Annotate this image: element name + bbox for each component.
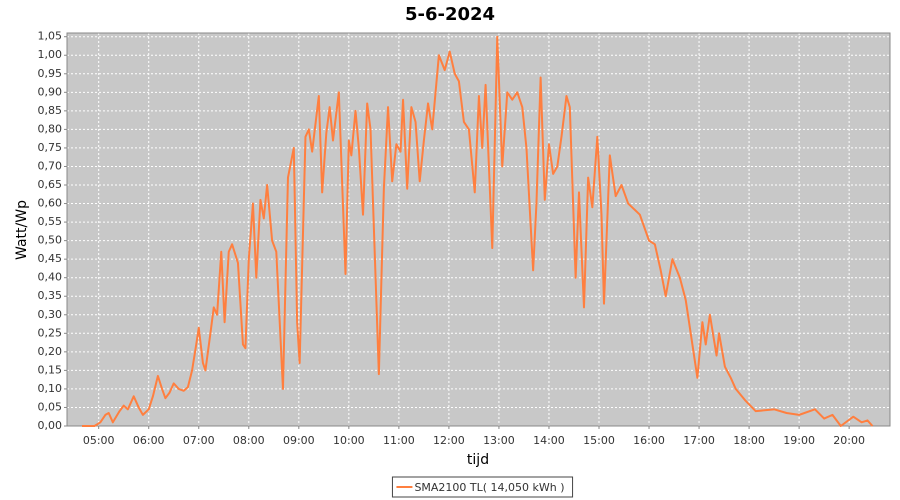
plot-area — [67, 33, 890, 426]
y-tick-label: 0,50 — [38, 234, 63, 247]
x-tick-label: 10:00 — [333, 434, 365, 447]
x-tick-label: 08:00 — [233, 434, 265, 447]
y-tick-label: 0,60 — [38, 197, 63, 210]
y-tick-label: 0,40 — [38, 271, 63, 284]
x-axis-label: tijd — [467, 452, 489, 468]
x-tick-label: 19:00 — [783, 434, 815, 447]
y-tick-label: 0,25 — [38, 326, 63, 339]
y-tick-label: 0,20 — [38, 345, 63, 358]
y-tick-label: 0,15 — [38, 363, 63, 376]
y-tick-label: 1,05 — [38, 30, 63, 43]
x-tick-label: 13:00 — [483, 434, 515, 447]
y-tick-label: 0,65 — [38, 178, 63, 191]
legend: SMA2100 TL( 14,050 kWh ) — [391, 476, 574, 498]
x-tick-label: 11:00 — [383, 434, 415, 447]
x-tick-label: 18:00 — [733, 434, 765, 447]
y-tick-label: 0,30 — [38, 308, 63, 321]
y-tick-label: 0,10 — [38, 382, 63, 395]
y-axis-label: Watt/Wp — [14, 200, 30, 260]
y-tick-label: 0,95 — [38, 67, 63, 80]
y-tick-label: 0,55 — [38, 215, 63, 228]
legend-label: SMA2100 TL( 14,050 kWh ) — [414, 481, 564, 494]
x-tick-label: 20:00 — [833, 434, 865, 447]
y-tick-label: 0,00 — [38, 419, 63, 432]
x-tick-label: 06:00 — [133, 434, 165, 447]
x-tick-label: 16:00 — [633, 434, 665, 447]
y-tick-label: 0,85 — [38, 104, 63, 117]
x-tick-label: 09:00 — [283, 434, 315, 447]
x-tick-label: 05:00 — [83, 434, 115, 447]
x-tick-label: 14:00 — [533, 434, 565, 447]
y-tick-label: 0,90 — [38, 85, 63, 98]
y-tick-label: 0,70 — [38, 159, 63, 172]
y-tick-label: 0,80 — [38, 122, 63, 135]
x-tick-label: 07:00 — [183, 434, 215, 447]
y-tick-label: 0,75 — [38, 141, 63, 154]
chart-title: 5-6-2024 — [405, 4, 495, 25]
x-tick-label: 15:00 — [583, 434, 615, 447]
y-tick-label: 0,35 — [38, 289, 63, 302]
y-tick-label: 1,00 — [38, 48, 63, 61]
plot-border — [66, 32, 891, 427]
line-series — [82, 35, 874, 427]
x-tick-label: 12:00 — [433, 434, 465, 447]
y-tick-label: 0,05 — [38, 400, 63, 413]
y-tick-label: 0,45 — [38, 252, 63, 265]
legend-box — [391, 476, 574, 498]
x-tick-label: 17:00 — [683, 434, 715, 447]
